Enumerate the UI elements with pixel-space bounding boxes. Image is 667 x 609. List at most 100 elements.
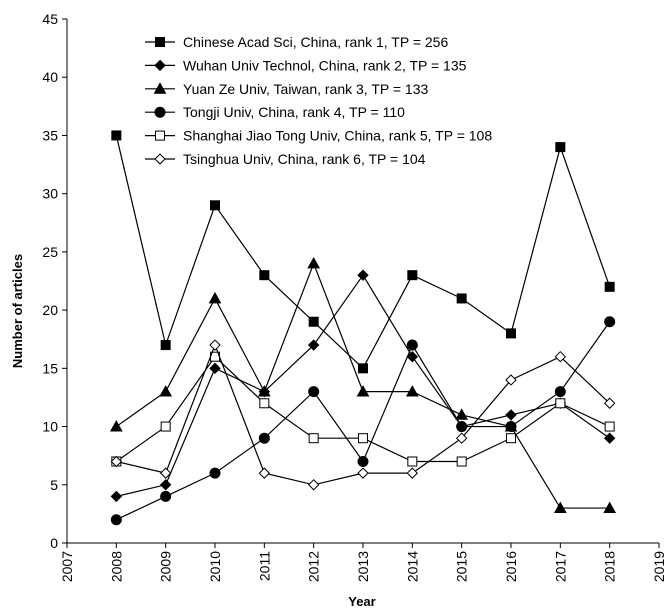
data-point-square bbox=[160, 340, 171, 351]
x-tick-label: 2007 bbox=[59, 551, 75, 582]
legend-item-5: Shanghai Jiao Tong Univ, China, rank 5, … bbox=[145, 128, 492, 144]
y-tick-label: 0 bbox=[50, 535, 58, 551]
legend-label: Yuan Ze Univ, Taiwan, rank 3, TP = 133 bbox=[183, 81, 428, 97]
data-point-triangle bbox=[356, 385, 370, 397]
y-ticks: 0 5 10 15 20 25 30 35 40 45 bbox=[42, 11, 67, 551]
legend-label: Wuhan Univ Technol, China, rank 2, TP = … bbox=[183, 57, 467, 73]
data-point-circle bbox=[110, 514, 122, 526]
x-ticks: 2007 2008 2009 2010 2011 2012 2013 2014 2015 2016… bbox=[59, 543, 667, 582]
data-point-diamond bbox=[357, 467, 369, 479]
data-point-diamond bbox=[307, 479, 320, 491]
x-tick-label: 2009 bbox=[158, 551, 174, 582]
data-point-circle bbox=[554, 386, 566, 398]
series-4 bbox=[110, 316, 616, 526]
data-point-diamond bbox=[406, 467, 419, 479]
x-tick-label: 2015 bbox=[454, 551, 470, 582]
x-tick-label: 2018 bbox=[602, 551, 618, 582]
y-tick-label: 15 bbox=[42, 360, 58, 376]
y-tick-label: 25 bbox=[42, 244, 58, 260]
data-point-square bbox=[155, 37, 165, 47]
data-point-square bbox=[308, 316, 319, 327]
data-point-diamond bbox=[455, 432, 468, 444]
data-point-square bbox=[210, 200, 220, 211]
data-point-diamond bbox=[307, 339, 320, 351]
data-point-triangle bbox=[603, 501, 617, 513]
x-axis-label: Year bbox=[348, 594, 375, 609]
data-point-diamond bbox=[159, 467, 172, 479]
y-tick-label: 35 bbox=[42, 127, 58, 143]
y-tick-label: 20 bbox=[42, 302, 58, 318]
series-layer bbox=[109, 130, 617, 526]
data-point-square bbox=[604, 281, 615, 292]
data-point-square bbox=[358, 433, 368, 444]
data-point-square bbox=[555, 398, 566, 409]
data-point-circle bbox=[357, 455, 369, 467]
data-point-diamond bbox=[357, 269, 369, 281]
x-tick-label: 2014 bbox=[404, 551, 420, 582]
y-tick-label: 30 bbox=[42, 186, 58, 202]
data-point-diamond bbox=[505, 374, 517, 386]
data-point-circle bbox=[456, 421, 468, 433]
data-point-square bbox=[155, 130, 165, 141]
data-point-diamond bbox=[209, 362, 221, 375]
data-point-triangle bbox=[208, 291, 222, 304]
data-point-square bbox=[160, 421, 171, 432]
data-point-circle bbox=[258, 432, 270, 444]
y-tick-label: 5 bbox=[50, 477, 58, 493]
data-point-square bbox=[308, 433, 319, 444]
data-point-diamond bbox=[110, 455, 123, 468]
data-point-square bbox=[111, 130, 122, 141]
data-point-square bbox=[506, 328, 516, 339]
data-point-circle bbox=[406, 339, 418, 351]
data-point-circle bbox=[505, 421, 517, 433]
data-point-diamond bbox=[505, 409, 517, 421]
data-point-diamond bbox=[209, 339, 221, 351]
data-point-circle bbox=[209, 467, 221, 479]
data-point-square bbox=[456, 293, 467, 304]
x-tick-label: 2017 bbox=[552, 551, 568, 582]
data-point-triangle bbox=[257, 385, 271, 397]
data-point-diamond bbox=[159, 479, 172, 491]
series-6 bbox=[110, 339, 616, 491]
x-tick-label: 2012 bbox=[306, 551, 322, 582]
y-axis-label: Number of articles bbox=[10, 254, 25, 368]
series-1 bbox=[111, 130, 615, 374]
data-point-square bbox=[407, 456, 418, 467]
data-point-diamond bbox=[110, 490, 123, 503]
y-tick-label: 40 bbox=[42, 69, 58, 85]
y-tick-label: 10 bbox=[42, 419, 58, 435]
data-point-square bbox=[358, 363, 368, 374]
data-point-circle bbox=[308, 386, 320, 398]
legend-item-6: Tsinghua Univ, China, rank 6, TP = 104 bbox=[145, 151, 426, 167]
data-point-triangle bbox=[405, 385, 419, 397]
data-point-diamond bbox=[603, 432, 616, 444]
data-point-triangle bbox=[307, 257, 321, 269]
x-tick-label: 2010 bbox=[207, 551, 223, 582]
data-point-triangle bbox=[159, 385, 173, 397]
data-point-diamond bbox=[603, 397, 616, 409]
legend-item-1: Chinese Acad Sci, China, rank 1, TP = 25… bbox=[145, 34, 448, 50]
data-point-triangle bbox=[109, 420, 123, 432]
legend-label: Chinese Acad Sci, China, rank 1, TP = 25… bbox=[183, 34, 448, 50]
data-point-square bbox=[259, 398, 270, 409]
data-point-square bbox=[407, 270, 418, 281]
data-point-diamond bbox=[406, 350, 419, 363]
data-point-diamond bbox=[154, 59, 166, 72]
data-point-triangle bbox=[553, 501, 567, 513]
legend-item-4: Tongji Univ, China, rank 4, TP = 110 bbox=[145, 104, 405, 120]
data-point-diamond bbox=[258, 467, 271, 479]
data-point-square bbox=[555, 142, 566, 153]
legend-label: Tsinghua Univ, China, rank 6, TP = 104 bbox=[183, 151, 426, 167]
legend-item-2: Wuhan Univ Technol, China, rank 2, TP = … bbox=[145, 57, 467, 73]
x-tick-label: 2008 bbox=[108, 551, 124, 582]
data-point-square bbox=[604, 421, 615, 432]
data-point-triangle bbox=[153, 82, 167, 94]
legend-label: Tongji Univ, China, rank 4, TP = 110 bbox=[183, 104, 405, 120]
legend: Chinese Acad Sci, China, rank 1, TP = 25… bbox=[145, 34, 492, 167]
data-point-diamond bbox=[554, 350, 567, 363]
x-tick-label: 2013 bbox=[355, 551, 371, 582]
series-5 bbox=[111, 351, 615, 467]
x-tick-label: 2019 bbox=[651, 551, 667, 582]
y-tick-label: 45 bbox=[42, 11, 58, 27]
